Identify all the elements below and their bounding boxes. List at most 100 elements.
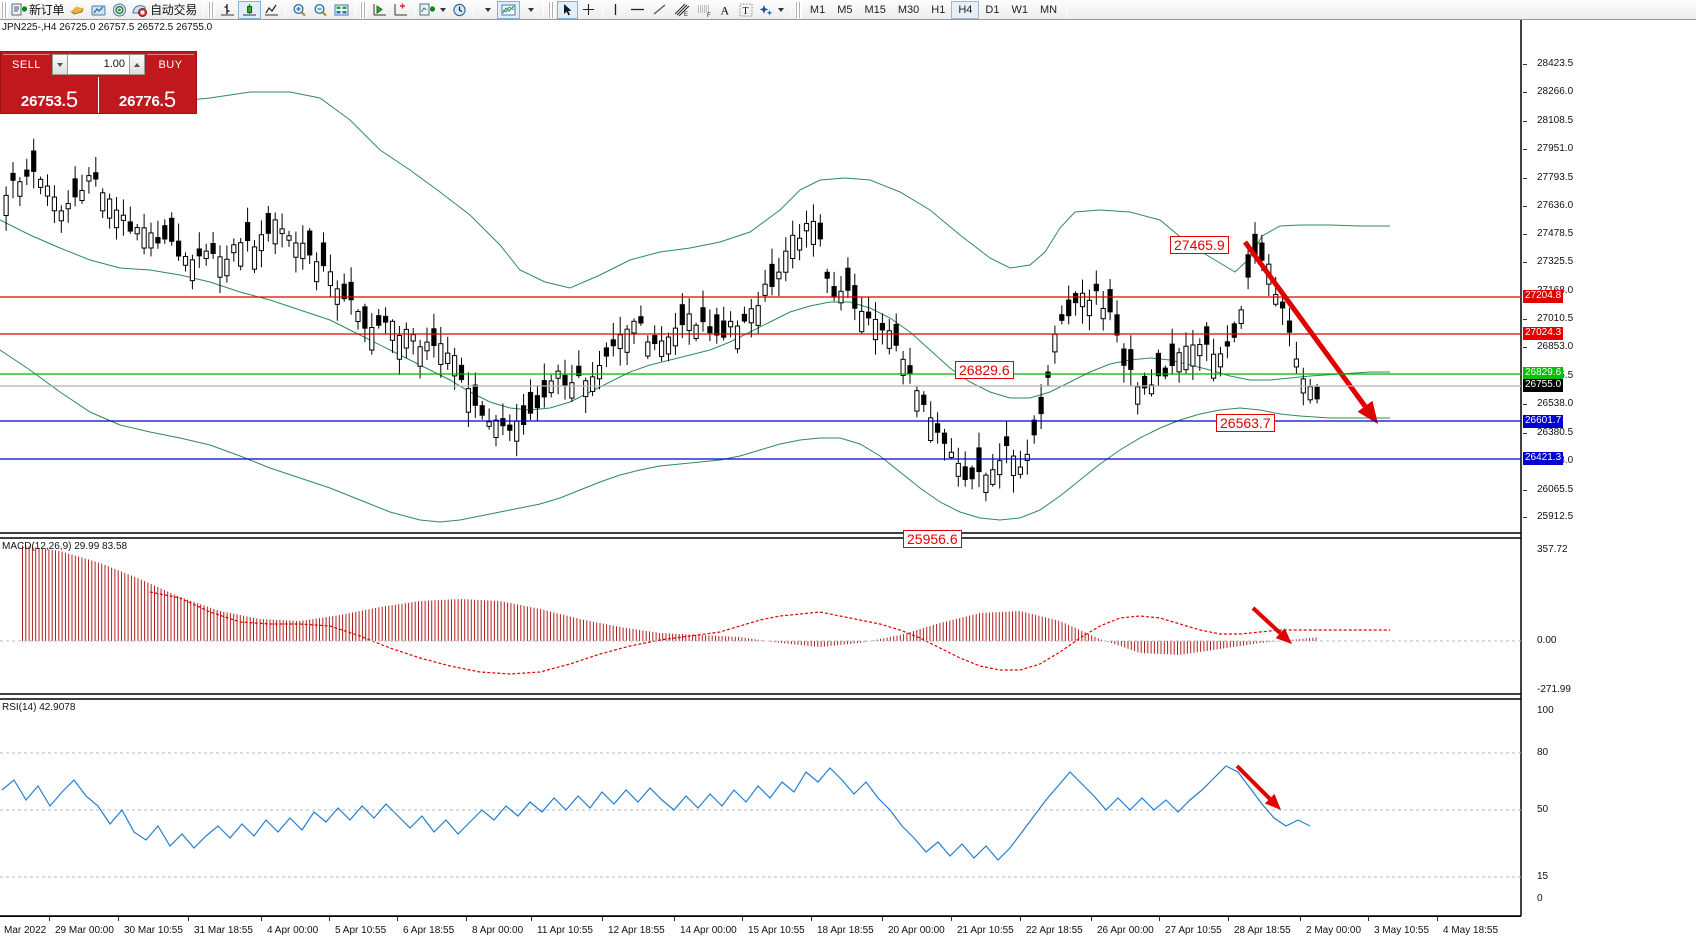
bar-chart-icon: [220, 3, 234, 15]
auto-scroll-button[interactable]: [390, 1, 411, 19]
zoom-in-button[interactable]: [289, 1, 310, 19]
candle-body: [1314, 386, 1320, 400]
shift-end-button[interactable]: [369, 1, 390, 19]
time-axis-tickmark: [811, 917, 812, 921]
candlestick-chart-button[interactable]: [237, 0, 261, 19]
time-axis[interactable]: Mar 2022 29 Mar 00:00 30 Mar 10:55 31 Mar 1…: [0, 916, 1521, 938]
timeframe-mn[interactable]: MN: [1039, 3, 1058, 16]
grid-button[interactable]: [331, 1, 352, 19]
toolbar-grip-5[interactable]: [794, 1, 802, 18]
timeframe-h4[interactable]: H4: [951, 0, 980, 19]
candle-body: [1073, 293, 1079, 304]
price-annotation[interactable]: 27465.9: [1170, 236, 1229, 254]
shapes-button[interactable]: [756, 1, 787, 19]
price-tag[interactable]: 26421.3: [1523, 452, 1564, 465]
toolbar-grip-4[interactable]: [547, 1, 555, 18]
chart-area[interactable]: JPN225-,H4 26725.0 26757.5 26572.5 26755…: [0, 20, 1696, 938]
buy-price[interactable]: 26776 . 5: [99, 77, 196, 113]
horizontal-line-button[interactable]: [626, 1, 649, 19]
price-tag[interactable]: 27204.8: [1523, 290, 1564, 303]
time-axis-label: 2 May 00:00: [1306, 925, 1362, 936]
time-axis-label: 14 Apr 00:00: [680, 925, 737, 936]
candle-body: [714, 314, 720, 336]
candle-body: [486, 421, 492, 427]
price-axis[interactable]: 28423.5 28266.0 28108.5 27951.0 27793.5 27636…: [1523, 20, 1696, 916]
fibonacci-button[interactable]: F: [693, 1, 716, 19]
buy-button[interactable]: BUY: [147, 54, 194, 75]
candle-body: [196, 248, 202, 257]
templates-dropdown[interactable]: [520, 1, 540, 19]
shapes-dropdown-icon[interactable]: [777, 7, 784, 12]
price-tag[interactable]: 26601.7: [1523, 415, 1564, 428]
text-label-button[interactable]: T: [736, 1, 756, 19]
chevron-down-icon-volume: [57, 62, 63, 67]
bar-chart-button[interactable]: [217, 1, 238, 19]
toolbar-grip-3[interactable]: [359, 1, 367, 18]
one-click-trading-panel[interactable]: SELL 1.00 BUY 26753 . 5 26776 . 5: [0, 51, 197, 114]
crosshair-button[interactable]: [578, 1, 599, 19]
indicators-dropdown-icon[interactable]: [439, 7, 446, 12]
price-tag[interactable]: 27024.3: [1523, 327, 1564, 340]
equidistant-channel-button[interactable]: E: [670, 1, 693, 19]
timeframe-w1[interactable]: W1: [1011, 3, 1028, 16]
candle-body: [776, 271, 782, 280]
zoom-out-button[interactable]: [310, 1, 331, 19]
chevron-down-icon[interactable]: [484, 7, 491, 12]
price-tag[interactable]: 26829.6: [1523, 367, 1564, 380]
navigator-button[interactable]: [109, 1, 130, 19]
timeframe-m15[interactable]: M15: [864, 3, 886, 16]
volume-stepper[interactable]: 1.00: [52, 54, 145, 75]
candle-body: [217, 256, 223, 278]
trendline-button[interactable]: [649, 1, 670, 19]
price-annotation[interactable]: 25956.6: [903, 530, 962, 548]
candle-body: [362, 306, 368, 329]
candle-body: [741, 313, 747, 322]
candle-body: [1135, 386, 1141, 405]
price-tag[interactable]: 26755.0: [1523, 379, 1564, 392]
templates-button[interactable]: [496, 0, 520, 19]
trend-arrow-head[interactable]: [1275, 628, 1292, 644]
candle-body: [17, 181, 23, 197]
trend-arrow-head[interactable]: [1357, 400, 1378, 424]
terminal-button[interactable]: [88, 1, 109, 19]
sell-button[interactable]: SELL: [3, 54, 50, 75]
price-annotation[interactable]: 26829.6: [955, 361, 1014, 379]
candle-body: [1031, 419, 1037, 436]
candle-body: [893, 323, 899, 346]
price-axis-tickmark: [1523, 120, 1527, 122]
timeframe-m5[interactable]: M5: [837, 3, 853, 16]
chevron-down-icon-2[interactable]: [527, 7, 534, 12]
time-axis-tickmark: [261, 917, 262, 921]
price-annotation[interactable]: 26563.7: [1216, 414, 1275, 432]
trend-arrow-head[interactable]: [1264, 793, 1281, 810]
auto-trading-button[interactable]: 自动交易: [130, 1, 200, 19]
indicators-button[interactable]: [418, 1, 449, 19]
toolbar-grip-2[interactable]: [207, 1, 215, 18]
candle-body: [383, 315, 389, 323]
toolbar-grip[interactable]: [1, 1, 8, 18]
time-axis-label: 30 Mar 10:55: [124, 925, 183, 936]
history-button[interactable]: [449, 1, 470, 19]
candle-body: [817, 222, 823, 240]
timeframe-m1[interactable]: M1: [809, 3, 826, 16]
trend-arrow-shaft[interactable]: [1251, 606, 1282, 635]
volume-input[interactable]: 1.00: [68, 54, 129, 75]
line-chart-button[interactable]: [261, 1, 282, 19]
volume-decrease-button[interactable]: [52, 54, 68, 75]
candle-body: [162, 225, 168, 240]
data-window-button[interactable]: [67, 1, 88, 19]
volume-increase-button[interactable]: [129, 54, 145, 75]
trend-arrow-shaft[interactable]: [1242, 240, 1368, 408]
text-button[interactable]: A: [716, 1, 736, 19]
timeframe-d1[interactable]: D1: [985, 3, 1000, 16]
vertical-line-button[interactable]: [606, 1, 626, 19]
timeframe-h1[interactable]: H1: [931, 3, 946, 16]
candle-body: [596, 365, 603, 380]
trend-arrow-shaft[interactable]: [1235, 764, 1272, 801]
timeframe-m30[interactable]: M30: [897, 3, 920, 16]
sell-price[interactable]: 26753 . 5: [1, 77, 99, 113]
templates-dropdown-left[interactable]: [477, 1, 497, 19]
cursor-button[interactable]: [556, 0, 578, 19]
toolbar-separator-8: [789, 1, 791, 18]
new-order-button[interactable]: 新订单: [10, 1, 67, 19]
